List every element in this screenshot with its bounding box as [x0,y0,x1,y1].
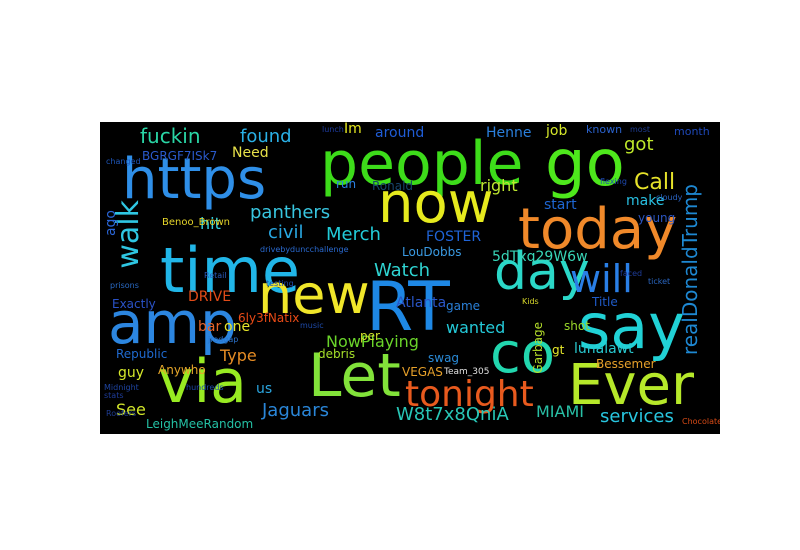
word: right [480,176,518,195]
word: wanted [446,318,506,337]
word: month [674,125,710,138]
word: Henne [486,125,532,141]
word: lunch [322,125,344,134]
word: civil [268,222,304,243]
word: will [570,257,633,301]
word: lunalawt [574,341,634,357]
word: guy [118,365,145,381]
word: via [158,347,247,417]
word: hundreds [186,383,224,392]
word: https [122,147,267,212]
word: See [116,400,146,419]
word: today [518,197,678,262]
word: debris [318,347,356,361]
word: most [630,125,650,134]
word: Roofers [106,409,137,418]
word: DRIVE [188,289,232,305]
word: Benoo_Brown [162,217,230,228]
word: Bessemer [596,357,656,371]
word: make [626,193,665,209]
word: known [586,123,623,136]
word: W8t7x8QniA [396,404,509,425]
word: Midnight [104,383,139,392]
word: bar [198,319,222,335]
word: Retail [204,271,227,280]
word: flexing [600,177,627,186]
word: 5dTxq29W6w [492,249,588,265]
word: stats [104,391,124,400]
word: drivebyduncchallenge [260,245,349,254]
word: LouDobbs [402,245,462,259]
word: gt [552,343,565,357]
word: VEGAS [402,365,443,379]
word: MIAMI [536,402,584,421]
word: cloudy [656,193,683,202]
word: Kids [522,297,539,306]
word: prisons [110,281,139,290]
word: amp [108,289,237,357]
word: say [578,290,685,363]
word: time [160,234,301,307]
word: 6ly3fNatix [238,311,300,325]
word: Ever [568,353,694,418]
word: Title [592,295,618,309]
word: go [545,127,625,201]
word: music [300,321,324,330]
word: around [375,125,425,141]
word: Chocolate [682,417,720,426]
word: per [360,329,380,343]
word: shot [564,319,590,333]
word: Let [308,341,401,411]
word: new [258,263,370,326]
word: Exactly [112,297,156,311]
word: game [446,299,481,313]
word: Call [634,170,676,195]
word: LeighMeeRandom [146,417,254,431]
word: Merch [326,224,381,245]
word: Watch [374,260,431,281]
word: hit [200,214,221,233]
word: one [224,319,251,335]
word: swag [428,351,460,365]
word: job [546,123,568,139]
word: Ronald [372,179,414,193]
word: co [490,321,556,386]
word: Republic [116,347,168,361]
word: now [378,171,494,236]
word: NowPlaying [326,332,419,351]
word: realDonaldTrump [678,184,702,356]
word: day [494,242,590,302]
word: BGRGF7ISk7 [142,149,218,163]
word: tonight [405,374,534,415]
word: young [638,211,676,225]
word: changed [106,157,141,166]
word: faced [620,269,643,278]
word: Anywho [158,363,206,377]
word: services [600,406,674,427]
word: jrodgap [208,335,239,344]
word: people [320,129,524,199]
word: panthers [250,202,331,223]
word: us [256,381,273,397]
word: Garbage [531,322,545,374]
word-cloud: people go https now today time day new R… [100,122,720,434]
word: Atlanta [396,295,447,311]
word: Im [344,122,362,137]
word: Jaguars [262,400,329,421]
word: Need [232,145,269,161]
word: found [240,126,292,147]
word: Team_305 [444,367,490,377]
word: run [336,177,357,191]
word: RT [366,268,450,347]
word: fuckin [140,124,201,148]
word: start [544,197,577,213]
word: ticket [648,277,671,286]
word: Type [220,346,257,365]
word: testing [266,279,294,288]
word: FOSTER [426,229,482,245]
word: ago [103,210,119,237]
word: got [624,134,654,155]
